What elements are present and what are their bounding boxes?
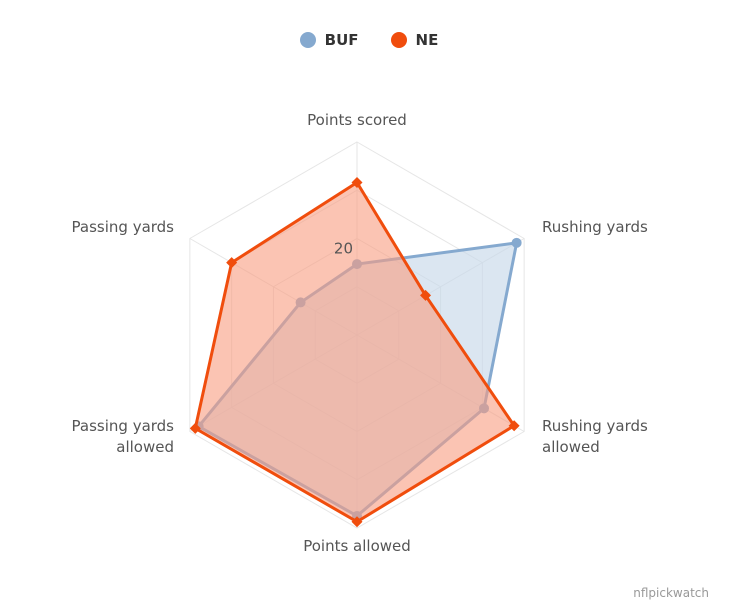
point-ne-rushing-yards (420, 289, 432, 301)
chart-legend: BUF NE (0, 28, 738, 52)
legend-swatch-ne (390, 32, 407, 48)
legend-item-buf[interactable]: BUF (299, 31, 359, 49)
tick-label-20: 20 (334, 240, 353, 258)
credit-text: nflpickwatch (633, 586, 709, 600)
legend-label-buf: BUF (324, 31, 359, 49)
axis-label-points-scored: Points scored (307, 111, 407, 129)
point-ne-points-allowed (351, 516, 363, 528)
legend-item-ne[interactable]: NE (390, 31, 439, 49)
point-buf-rushing-yards (511, 237, 522, 248)
axis-label-rushing-yards: Rushing yards (542, 218, 648, 236)
legend-swatch-buf (299, 32, 316, 48)
point-ne-passing-yards-allowed (189, 422, 201, 434)
point-ne-points-scored (351, 177, 363, 189)
point-ne-rushing-yards-allowed (508, 420, 520, 432)
axis-label-rushing-yards-allowed: Rushing yards allowed (542, 417, 648, 456)
point-ne-passing-yards (226, 257, 238, 269)
axis-label-passing-yards: Passing yards (72, 218, 175, 236)
axis-label-passing-yards-allowed: Passing yards allowed (72, 417, 175, 456)
axis-label-points-allowed: Points allowed (303, 537, 411, 555)
legend-label-ne: NE (415, 31, 439, 49)
